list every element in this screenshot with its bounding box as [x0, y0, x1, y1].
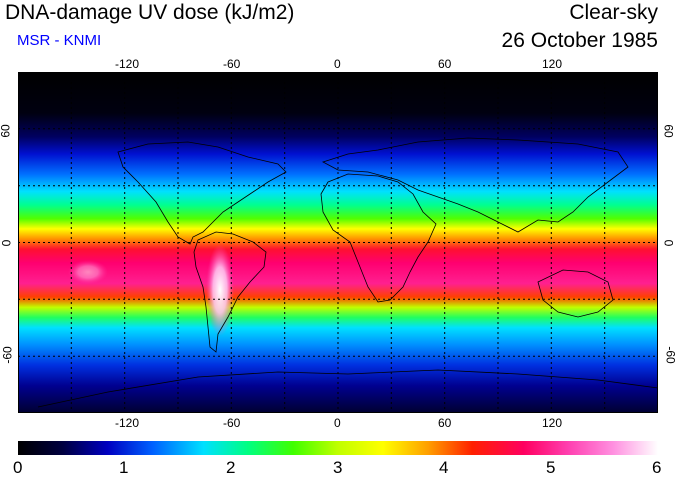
lat-label-right: -60 [663, 346, 678, 364]
australia-coast [537, 269, 614, 318]
colorbar-label: 0 [13, 458, 23, 477]
north-america-coast [117, 141, 287, 245]
lon-label-top: -120 [115, 57, 140, 71]
lat-label-right: 0 [661, 239, 676, 247]
chart-title: DNA-damage UV dose (kJ/m2) [5, 1, 295, 24]
colorbar-svg [18, 441, 658, 455]
andes-maximum [206, 244, 234, 336]
source-label: MSR - KNMI [17, 32, 102, 49]
antarctica-coast [37, 369, 658, 408]
lon-label-bottom: -60 [223, 416, 241, 430]
africa-coast [320, 173, 437, 303]
eurasia-coast [321, 137, 629, 233]
lat-label-left: -60 [0, 346, 15, 364]
date-label: 26 October 1985 [501, 29, 658, 52]
coastlines [37, 137, 658, 408]
lon-label-bottom: 60 [438, 416, 452, 430]
colorbar-label: 5 [546, 458, 556, 477]
lat-label-right: 60 [661, 124, 676, 138]
colorbar-label: 1 [119, 458, 129, 477]
lon-label-bottom: 120 [542, 416, 563, 430]
uv-dose-map [18, 72, 658, 413]
graticule [18, 72, 658, 413]
lat-label-left: 0 [0, 239, 14, 247]
sky-condition: Clear-sky [569, 1, 658, 24]
south-america-coast [193, 231, 267, 353]
lon-label-bottom: 0 [334, 416, 341, 430]
map-svg [18, 72, 658, 413]
map-frame [18, 72, 658, 413]
colorbar [18, 441, 658, 455]
colorbar-label: 6 [652, 458, 662, 477]
colorbar-label: 3 [333, 458, 343, 477]
lat-label-left: 60 [0, 124, 13, 138]
lon-label-top: 120 [542, 57, 563, 71]
pacific-maximum [68, 260, 108, 284]
lon-label-bottom: -120 [115, 416, 140, 430]
lon-label-top: -60 [223, 57, 241, 71]
colorbar-label: 2 [226, 458, 236, 477]
lon-label-top: 60 [438, 57, 452, 71]
colorbar-ramp [18, 441, 658, 455]
lon-label-top: 0 [334, 57, 341, 71]
colorbar-label: 4 [439, 458, 449, 477]
